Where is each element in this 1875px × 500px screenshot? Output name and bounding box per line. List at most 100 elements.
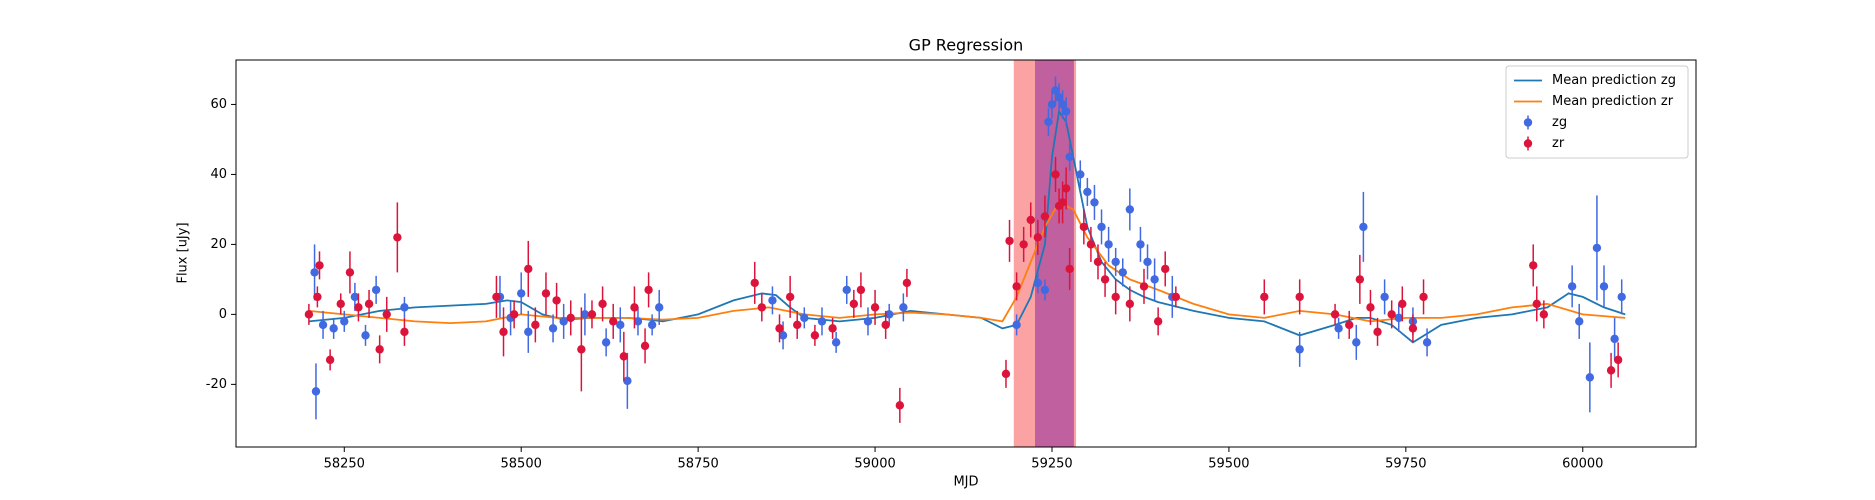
data-point [768, 296, 777, 305]
data-point [304, 310, 314, 319]
x-tick-label: 59250 [1031, 457, 1072, 472]
data-point [1125, 299, 1135, 309]
data-point [1111, 292, 1120, 302]
data-point [1408, 324, 1418, 333]
data-point [577, 345, 586, 354]
data-point [619, 352, 629, 361]
data-point [1033, 278, 1043, 288]
data-point [1161, 264, 1170, 274]
legend-swatch [1523, 118, 1533, 127]
data-point [1061, 184, 1071, 193]
data-point [566, 313, 575, 323]
data-point [1100, 275, 1110, 284]
x-tick-label: 59000 [854, 457, 895, 472]
data-point [1093, 257, 1103, 267]
x-tick-label: 59500 [1208, 457, 1249, 472]
data-point [1352, 338, 1361, 347]
chart-title: GP Regression [909, 36, 1024, 55]
data-point [400, 303, 409, 312]
data-point [1051, 170, 1060, 179]
data-point [364, 299, 374, 309]
data-point [817, 317, 827, 326]
legend-box [1505, 65, 1689, 159]
data-point [1295, 345, 1304, 354]
data-point [623, 376, 632, 386]
data-point [1005, 236, 1014, 246]
data-point [778, 331, 788, 340]
data-point [1097, 222, 1106, 232]
data-point [1380, 292, 1389, 302]
data-point [810, 331, 820, 340]
data-point [1153, 317, 1163, 326]
data-point [1419, 292, 1428, 302]
data-point [354, 303, 363, 312]
data-point [1040, 285, 1050, 295]
data-point [1026, 215, 1035, 225]
axes-frame [235, 59, 1697, 448]
data-point [559, 317, 568, 326]
data-point [633, 317, 643, 326]
data-point [1373, 327, 1382, 337]
data-point [1150, 275, 1159, 284]
data-point [1398, 299, 1407, 309]
data-point [902, 278, 912, 288]
data-point [1617, 292, 1626, 302]
data-point [1171, 292, 1181, 302]
data-point [1295, 292, 1304, 302]
data-point [609, 317, 618, 326]
x-tick-label: 58750 [677, 457, 718, 472]
data-point [1065, 264, 1074, 274]
data-point [375, 345, 384, 354]
data-point [750, 278, 759, 288]
mean-line [308, 201, 1626, 325]
data-point [828, 324, 837, 333]
data-point [1061, 107, 1071, 116]
data-point [644, 285, 653, 295]
data-point [647, 320, 657, 330]
legend-label: Mean prediction zr [1552, 94, 1674, 109]
data-point [757, 303, 767, 312]
data-point [1047, 100, 1057, 109]
data-point [1139, 282, 1149, 291]
data-point [329, 324, 338, 333]
data-point [1118, 268, 1127, 277]
data-point [524, 264, 533, 274]
data-point [1058, 100, 1067, 109]
data-point [325, 355, 335, 365]
legend-label: zg [1552, 115, 1567, 130]
data-point [1111, 257, 1120, 267]
highlight-span [1035, 60, 1074, 447]
data-point [318, 320, 328, 330]
data-point [393, 233, 402, 242]
mean-line [308, 109, 1626, 344]
data-point [400, 327, 409, 337]
data-point [587, 310, 597, 319]
data-point [345, 268, 355, 277]
data-point [1260, 292, 1269, 302]
data-point [350, 292, 360, 302]
x-tick-label: 58250 [324, 457, 365, 472]
data-point [1090, 198, 1099, 207]
data-point [315, 261, 324, 270]
data-point [1136, 240, 1145, 249]
data-point [1033, 233, 1043, 242]
data-point [1051, 86, 1060, 95]
x-tick-label: 60000 [1562, 457, 1603, 472]
data-point [524, 327, 533, 337]
data-point [616, 320, 625, 330]
data-point [1012, 282, 1021, 291]
data-point [775, 324, 784, 333]
data-point [1394, 313, 1403, 323]
data-point [1143, 257, 1152, 267]
y-tick-label: 0 [219, 307, 227, 322]
data-point [881, 320, 890, 330]
data-point [1592, 243, 1602, 253]
data-point [1366, 303, 1375, 312]
data-point [800, 313, 809, 323]
y-tick-label: -20 [206, 377, 227, 392]
data-point [382, 310, 391, 319]
data-point [1334, 324, 1343, 333]
data-point [1001, 369, 1011, 379]
